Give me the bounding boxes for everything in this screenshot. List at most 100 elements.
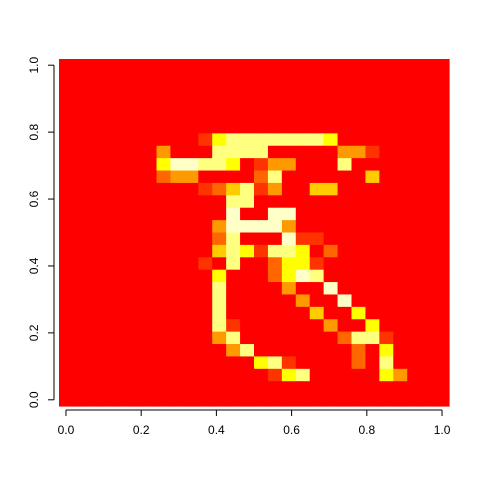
- heatmap-cell: [59, 108, 74, 122]
- heatmap-cell: [212, 368, 227, 382]
- heatmap-cell: [365, 96, 380, 110]
- heatmap-cell: [295, 368, 311, 382]
- heatmap-cell: [156, 282, 172, 296]
- heatmap-cell: [337, 158, 353, 172]
- heatmap-cell: [184, 381, 199, 395]
- heatmap-cell: [114, 195, 130, 209]
- heatmap-cell: [421, 331, 436, 345]
- heatmap-cell: [240, 282, 255, 296]
- heatmap-cell: [267, 133, 283, 147]
- heatmap-cell: [142, 331, 158, 345]
- heatmap-cell: [240, 356, 255, 370]
- heatmap-cell: [337, 195, 353, 209]
- heatmap-cell: [142, 133, 158, 147]
- heatmap-cell: [421, 269, 436, 283]
- heatmap-cell: [267, 145, 283, 159]
- heatmap-cell: [128, 96, 144, 110]
- heatmap-cell: [254, 59, 269, 72]
- heatmap-cell: [226, 368, 241, 382]
- heatmap-cell: [351, 195, 367, 209]
- heatmap-cell: [267, 269, 283, 283]
- heatmap-cell: [337, 244, 353, 258]
- heatmap-cell: [281, 120, 297, 134]
- heatmap-cell: [184, 108, 199, 122]
- heatmap-cell: [156, 108, 172, 122]
- heatmap-cell: [198, 381, 213, 395]
- heatmap-cell: [156, 96, 172, 110]
- heatmap-cell: [435, 96, 450, 110]
- heatmap-cell: [281, 381, 297, 395]
- y-tick-label: 1.0: [27, 57, 41, 74]
- heatmap-cell: [184, 356, 199, 370]
- heatmap-cell: [421, 282, 436, 296]
- heatmap-cell: [323, 158, 339, 172]
- heatmap-cell: [156, 195, 172, 209]
- heatmap-cell: [337, 344, 353, 358]
- heatmap-cell: [309, 120, 325, 134]
- heatmap-cell: [156, 257, 172, 271]
- heatmap-cell: [72, 257, 88, 271]
- heatmap-cell: [156, 170, 172, 184]
- heatmap-cell: [379, 257, 394, 271]
- heatmap-cell: [198, 356, 213, 370]
- heatmap-cell: [421, 108, 436, 122]
- heatmap-cell: [198, 133, 213, 147]
- heatmap-cell: [379, 133, 394, 147]
- y-tick-label: 0.6: [27, 190, 41, 207]
- heatmap-cell: [407, 257, 422, 271]
- heatmap-cell: [212, 319, 227, 333]
- heatmap-cell: [86, 232, 102, 246]
- heatmap-cell: [198, 269, 213, 283]
- heatmap-cell: [281, 244, 297, 258]
- heatmap-cell: [365, 294, 380, 308]
- heatmap-cell: [393, 306, 408, 320]
- heatmap-cell: [72, 158, 88, 172]
- heatmap-cell: [295, 257, 311, 271]
- heatmap-cell: [86, 294, 102, 308]
- heatmap-cell: [212, 195, 227, 209]
- heatmap-cell: [240, 232, 255, 246]
- heatmap-cell: [156, 244, 172, 258]
- heatmap-cell: [212, 170, 227, 184]
- heatmap-cell: [100, 120, 116, 134]
- heatmap-cell: [142, 232, 158, 246]
- heatmap-cell: [170, 356, 185, 370]
- heatmap-cell: [128, 170, 144, 184]
- heatmap-cell: [351, 282, 367, 296]
- heatmap-cell: [309, 59, 325, 72]
- heatmap-cell: [184, 145, 199, 159]
- heatmap-cell: [421, 368, 436, 382]
- heatmap-cell: [100, 344, 116, 358]
- heatmap-cell: [421, 71, 436, 85]
- heatmap-cell: [351, 356, 367, 370]
- heatmap-cell: [198, 257, 213, 271]
- heatmap-cell: [281, 393, 297, 407]
- heatmap-cell: [100, 133, 116, 147]
- heatmap-cell: [267, 257, 283, 271]
- heatmap-cell: [86, 257, 102, 271]
- heatmap-cell: [267, 393, 283, 407]
- heatmap-cell: [212, 356, 227, 370]
- heatmap-cell: [212, 158, 227, 172]
- heatmap-cell: [240, 269, 255, 283]
- heatmap-cell: [407, 232, 422, 246]
- heatmap-cell: [379, 207, 394, 221]
- heatmap-cell: [86, 282, 102, 296]
- heatmap-cell: [295, 282, 311, 296]
- heatmap-cell: [393, 145, 408, 159]
- heatmap-cell: [212, 108, 227, 122]
- heatmap-cell: [100, 220, 116, 234]
- heatmap-cell: [170, 393, 185, 407]
- heatmap-cell: [295, 294, 311, 308]
- heatmap-cell: [365, 120, 380, 134]
- heatmap-cell: [114, 269, 130, 283]
- heatmap-cell: [267, 244, 283, 258]
- heatmap-cell: [184, 306, 199, 320]
- heatmap-cell: [267, 158, 283, 172]
- heatmap-cell: [254, 294, 269, 308]
- heatmap-cell: [379, 120, 394, 134]
- y-tick-label: 0.8: [27, 123, 41, 140]
- heatmap-cell: [59, 282, 74, 296]
- heatmap-cell: [72, 319, 88, 333]
- heatmap-cell: [281, 158, 297, 172]
